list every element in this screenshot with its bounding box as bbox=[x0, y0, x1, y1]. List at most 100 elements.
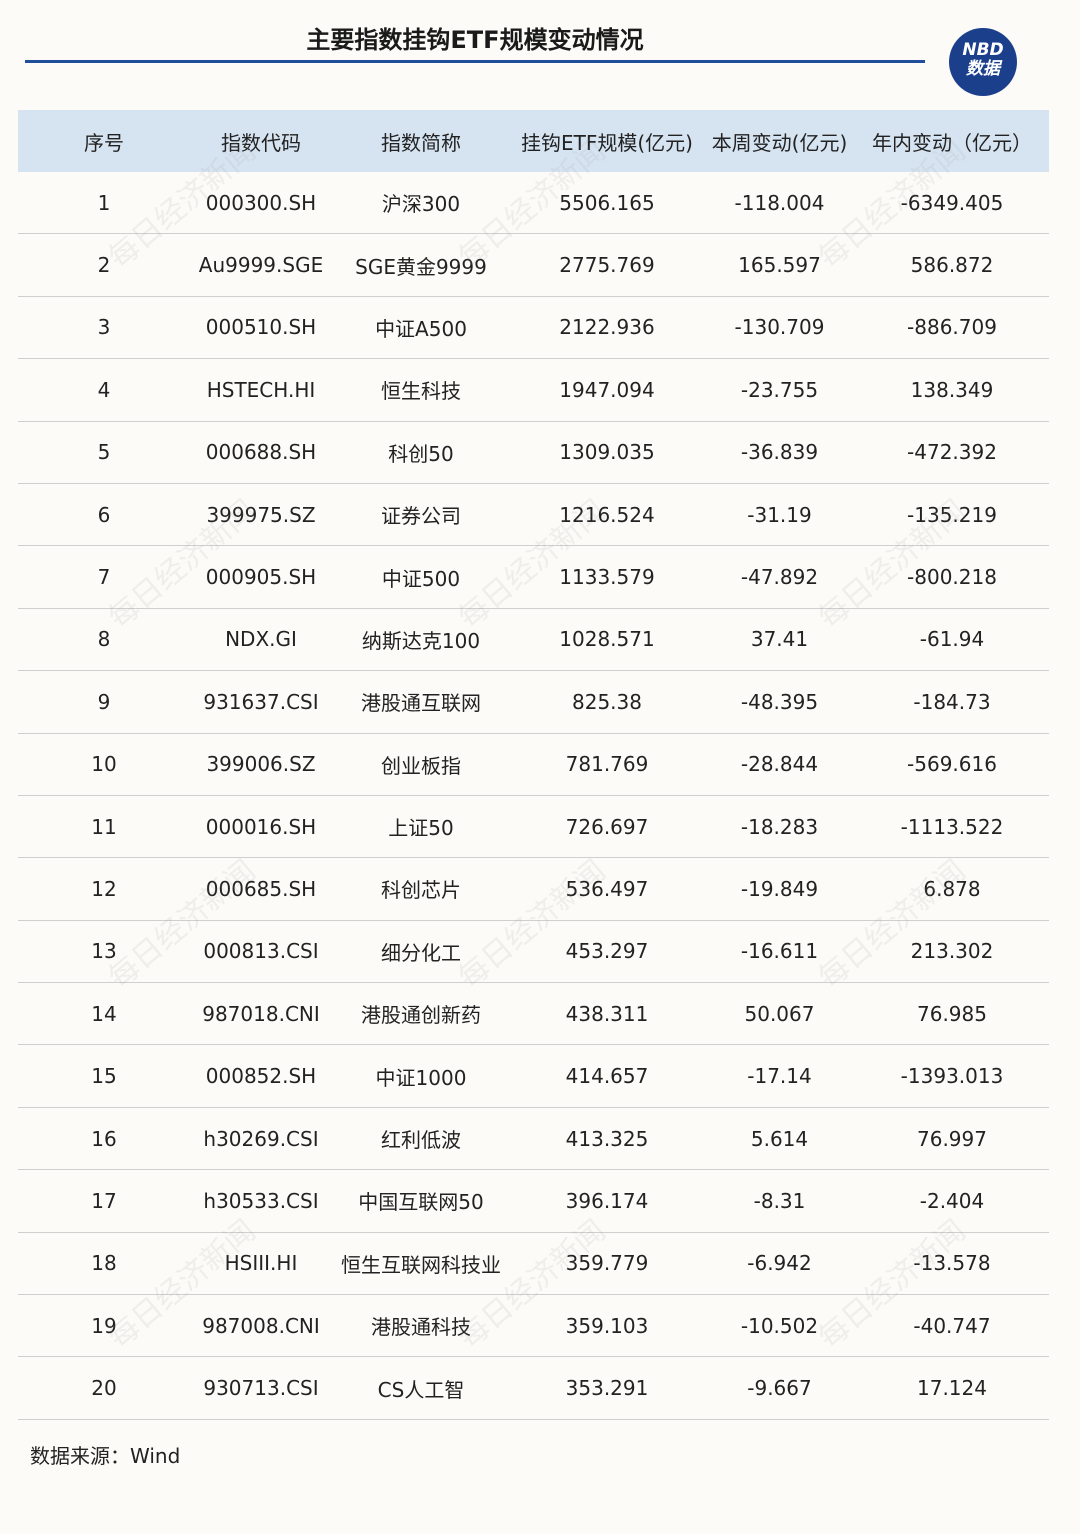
table-cell: 纳斯达克100 bbox=[332, 608, 510, 672]
table-cell: 000813.CSI bbox=[190, 920, 332, 984]
table-cell: -13.578 bbox=[855, 1232, 1049, 1296]
table-cell: 438.311 bbox=[510, 982, 704, 1046]
table-cell: -135.219 bbox=[855, 483, 1049, 547]
table-cell: 37.41 bbox=[704, 608, 855, 672]
column-header: 年内变动（亿元） bbox=[855, 110, 1049, 172]
table-cell: 14 bbox=[18, 982, 190, 1046]
table-cell: 15 bbox=[18, 1044, 190, 1108]
table-cell: -569.616 bbox=[855, 733, 1049, 796]
source-note: 数据来源：Wind bbox=[30, 1444, 181, 1468]
table-cell: 沪深300 bbox=[332, 172, 510, 235]
table-cell: 18 bbox=[18, 1232, 190, 1296]
table-cell: 586.872 bbox=[855, 233, 1049, 297]
table-cell: 2775.769 bbox=[510, 233, 704, 297]
table-cell: SGE黄金9999 bbox=[332, 233, 510, 297]
table-row: 7 000905.SH 中证500 1133.579 -47.892 -800.218 bbox=[18, 545, 1049, 609]
table-cell: 3 bbox=[18, 296, 190, 360]
table-cell: -472.392 bbox=[855, 421, 1049, 484]
table-cell: -6349.405 bbox=[855, 172, 1049, 235]
table-row: 10 399006.SZ 创业板指 781.769 -28.844 -569.616 bbox=[18, 733, 1049, 796]
column-header: 本周变动(亿元) bbox=[704, 110, 855, 172]
table-cell: -31.19 bbox=[704, 483, 855, 547]
table-cell: CS人工智 bbox=[332, 1356, 510, 1420]
table-cell: HSTECH.HI bbox=[190, 358, 332, 422]
table-cell: HSIII.HI bbox=[190, 1232, 332, 1296]
table-cell: 359.779 bbox=[510, 1232, 704, 1296]
table-cell: 中国互联网50 bbox=[332, 1169, 510, 1233]
table-cell: -16.611 bbox=[704, 920, 855, 984]
table-row: 9 931637.CSI 港股通互联网 825.38 -48.395 -184.73 bbox=[18, 670, 1049, 734]
table-row: 16 h30269.CSI 红利低波 413.325 5.614 76.997 bbox=[18, 1107, 1049, 1171]
table-cell: -47.892 bbox=[704, 545, 855, 609]
table-cell: -48.395 bbox=[704, 670, 855, 734]
table-row: 20 930713.CSI CS人工智 353.291 -9.667 17.124 bbox=[18, 1356, 1049, 1420]
table-cell: 上证50 bbox=[332, 795, 510, 859]
title: 主要指数挂钩ETF规模变动情况 bbox=[306, 26, 644, 54]
table-cell: 5.614 bbox=[704, 1107, 855, 1171]
table-cell: 396.174 bbox=[510, 1169, 704, 1233]
table-cell: -61.94 bbox=[855, 608, 1049, 672]
logo: NBD 数据 bbox=[949, 28, 1017, 96]
table-cell: 中证1000 bbox=[332, 1044, 510, 1108]
table-body: 1 000300.SH 沪深300 5506.165 -118.004 -6349.405… bbox=[18, 172, 1049, 1420]
table-cell: h30269.CSI bbox=[190, 1107, 332, 1171]
table-cell: 000016.SH bbox=[190, 795, 332, 859]
table-cell: 科创50 bbox=[332, 421, 510, 484]
table-cell: 931637.CSI bbox=[190, 670, 332, 734]
table-cell: 1309.035 bbox=[510, 421, 704, 484]
table-cell: -184.73 bbox=[855, 670, 1049, 734]
table-row: 19 987008.CNI 港股通科技 359.103 -10.502 -40.747 bbox=[18, 1294, 1049, 1358]
table-cell: 000852.SH bbox=[190, 1044, 332, 1108]
column-header: 序号 bbox=[18, 110, 190, 172]
table-cell: -19.849 bbox=[704, 857, 855, 921]
table-cell: -28.844 bbox=[704, 733, 855, 796]
table-cell: 17 bbox=[18, 1169, 190, 1233]
table-cell: 2 bbox=[18, 233, 190, 297]
table-row: 4 HSTECH.HI 恒生科技 1947.094 -23.755 138.349 bbox=[18, 358, 1049, 422]
table-row: 14 987018.CNI 港股通创新药 438.311 50.067 76.985 bbox=[18, 982, 1049, 1046]
table-cell: 港股通创新药 bbox=[332, 982, 510, 1046]
table-row: 18 HSIII.HI 恒生互联网科技业 359.779 -6.942 -13.578 bbox=[18, 1232, 1049, 1296]
table-cell: -118.004 bbox=[704, 172, 855, 235]
column-header: 指数简称 bbox=[332, 110, 510, 172]
table-cell: 16 bbox=[18, 1107, 190, 1171]
table-cell: 987018.CNI bbox=[190, 982, 332, 1046]
table-cell: 536.497 bbox=[510, 857, 704, 921]
table-cell: 987008.CNI bbox=[190, 1294, 332, 1358]
logo-line: NBD bbox=[962, 40, 1004, 60]
table-cell: 359.103 bbox=[510, 1294, 704, 1358]
table-cell: 414.657 bbox=[510, 1044, 704, 1108]
table-cell: 000905.SH bbox=[190, 545, 332, 609]
table-cell: 12 bbox=[18, 857, 190, 921]
table-cell: 9 bbox=[18, 670, 190, 734]
table-cell: -8.31 bbox=[704, 1169, 855, 1233]
table-cell: 50.067 bbox=[704, 982, 855, 1046]
table-cell: 17.124 bbox=[855, 1356, 1049, 1420]
table-cell: 中证A500 bbox=[332, 296, 510, 360]
table-cell: 213.302 bbox=[855, 920, 1049, 984]
table-cell: 证券公司 bbox=[332, 483, 510, 547]
table-cell: 413.325 bbox=[510, 1107, 704, 1171]
table-cell: 1133.579 bbox=[510, 545, 704, 609]
table-cell: 红利低波 bbox=[332, 1107, 510, 1171]
table-cell: 恒生互联网科技业 bbox=[332, 1232, 510, 1296]
table-cell: 399006.SZ bbox=[190, 733, 332, 796]
table-cell: -17.14 bbox=[704, 1044, 855, 1108]
table-cell: NDX.GI bbox=[190, 608, 332, 672]
table-cell: 科创芯片 bbox=[332, 857, 510, 921]
table-cell: 11 bbox=[18, 795, 190, 859]
table-cell: 10 bbox=[18, 733, 190, 796]
table-cell: 5506.165 bbox=[510, 172, 704, 235]
table-row: 11 000016.SH 上证50 726.697 -18.283 -1113.522 bbox=[18, 795, 1049, 859]
table-row: 2 Au9999.SGE SGE黄金9999 2775.769 165.597 586.8… bbox=[18, 233, 1049, 297]
table-cell: 1947.094 bbox=[510, 358, 704, 422]
table-row: 13 000813.CSI 细分化工 453.297 -16.611 213.302 bbox=[18, 920, 1049, 984]
table-cell: -800.218 bbox=[855, 545, 1049, 609]
table-cell: 5 bbox=[18, 421, 190, 484]
logo-line: 数据 bbox=[966, 59, 1000, 79]
table-cell: 6 bbox=[18, 483, 190, 547]
table-cell: -1393.013 bbox=[855, 1044, 1049, 1108]
column-header: 挂钩ETF规模(亿元) bbox=[510, 110, 704, 172]
table-cell: 创业板指 bbox=[332, 733, 510, 796]
